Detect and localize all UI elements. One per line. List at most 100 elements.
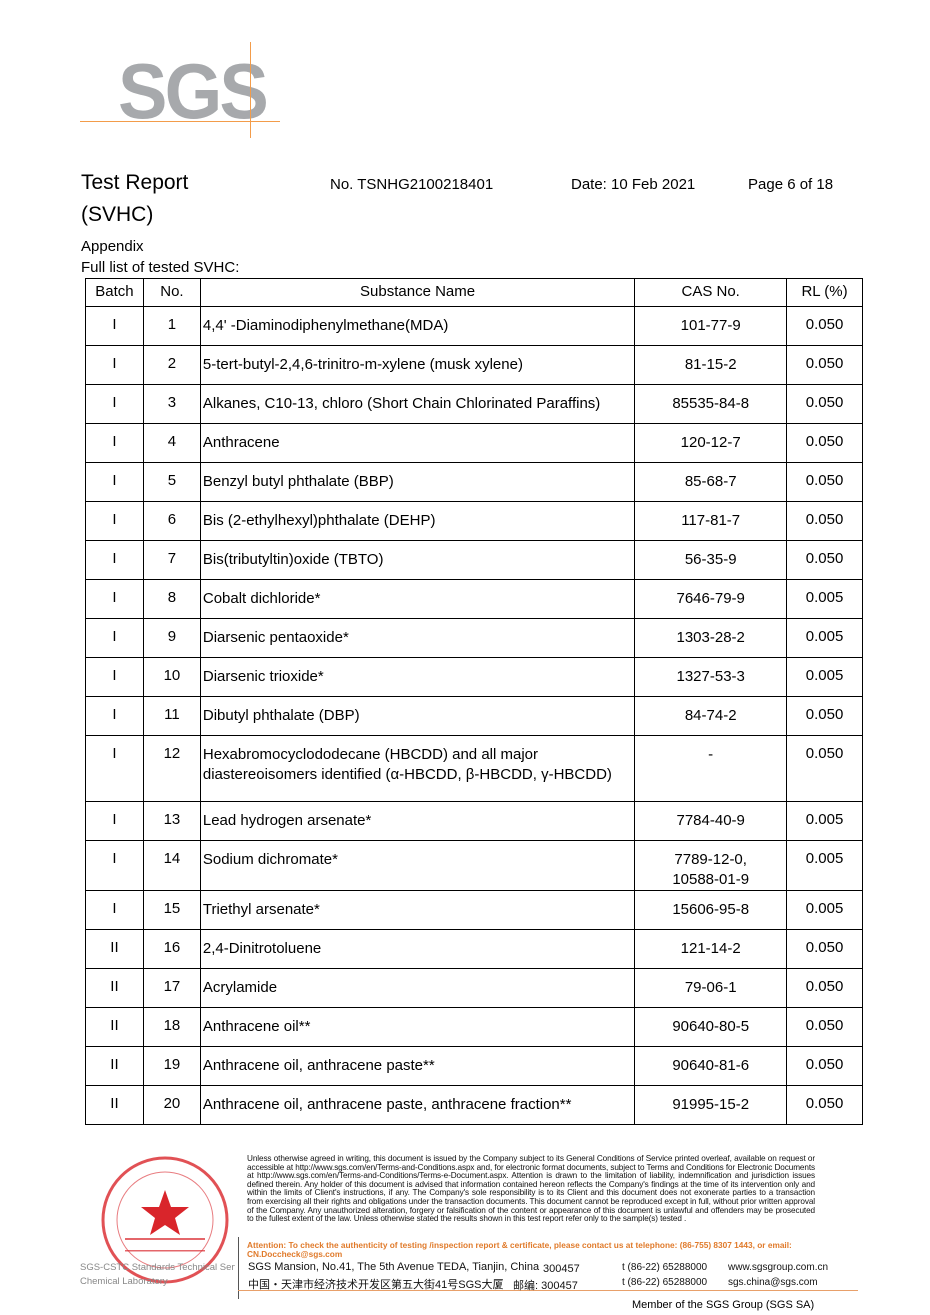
header-batch: Batch: [85, 278, 144, 307]
number-cell: 8: [142, 579, 201, 619]
cas-cell: 7784-40-9: [634, 801, 788, 841]
table-row: I 4 Anthracene 120-12-7 0.050: [85, 423, 863, 463]
report-date: Date: 10 Feb 2021: [571, 176, 696, 193]
batch-cell: I: [85, 345, 144, 385]
number-cell: 2: [142, 345, 201, 385]
page-number: Page 6 of 18: [748, 176, 834, 193]
logo-text: SGS: [118, 47, 269, 135]
substance-cell: Benzyl butyl phthalate (BBP): [199, 462, 636, 502]
rl-cell: 0.050: [786, 423, 863, 463]
rl-cell: 0.005: [786, 801, 863, 841]
telephone: t (86-22) 65288000: [622, 1262, 708, 1273]
substance-cell: Anthracene oil, anthracene paste**: [199, 1046, 636, 1086]
postcode-en: 300457: [543, 1263, 580, 1275]
substance-cell: 4,4' -Diaminodiphenylmethane(MDA): [199, 306, 636, 346]
batch-cell: I: [85, 462, 144, 502]
header-cas: CAS No.: [634, 278, 788, 307]
rl-cell: 0.050: [786, 462, 863, 502]
substance-cell: Bis (2-ethylhexyl)phthalate (DEHP): [199, 501, 636, 541]
cas-cell: 90640-81-6: [634, 1046, 788, 1086]
substance-cell: Dibutyl phthalate (DBP): [199, 696, 636, 736]
cas-cell: 81-15-2: [634, 345, 788, 385]
number-cell: 7: [142, 540, 201, 580]
substance-cell: 5-tert-butyl-2,4,6-trinitro-m-xylene (mu…: [199, 345, 636, 385]
batch-cell: I: [85, 840, 144, 891]
rl-cell: 0.050: [786, 540, 863, 580]
substance-cell: Cobalt dichloride*: [199, 579, 636, 619]
cas-cell: 121-14-2: [634, 929, 788, 969]
batch-cell: II: [85, 968, 144, 1008]
batch-cell: I: [85, 801, 144, 841]
table-row: I 8 Cobalt dichloride* 7646-79-9 0.005: [85, 579, 863, 619]
table-row: I 5 Benzyl butyl phthalate (BBP) 85-68-7 0.0…: [85, 462, 863, 502]
logo-divider: [250, 42, 251, 138]
footer-divider: [238, 1237, 239, 1299]
number-cell: 12: [142, 735, 201, 802]
sgs-logo: SGS: [80, 42, 280, 138]
cas-cell: 85535-84-8: [634, 384, 788, 424]
batch-cell: I: [85, 696, 144, 736]
cas-cell: 1327-53-3: [634, 657, 788, 697]
substance-cell: Triethyl arsenate*: [199, 890, 636, 930]
rl-cell: 0.050: [786, 1085, 863, 1125]
number-cell: 13: [142, 801, 201, 841]
rl-cell: 0.050: [786, 501, 863, 541]
star-icon: [141, 1190, 189, 1235]
header-substance: Substance Name: [199, 278, 636, 307]
footer-divider: [238, 1290, 858, 1291]
address-cn: 中国・天津市经济技术开发区第五大街41号SGS大厦: [248, 1279, 504, 1291]
batch-cell: II: [85, 1046, 144, 1086]
email-link[interactable]: sgs.china@sgs.com: [728, 1277, 818, 1288]
rl-cell: 0.050: [786, 735, 863, 802]
website-link[interactable]: www.sgsgroup.com.cn: [728, 1262, 829, 1273]
cas-cell: 79-06-1: [634, 968, 788, 1008]
number-cell: 15: [142, 890, 201, 930]
cas-cell: 91995-15-2: [634, 1085, 788, 1125]
cas-cell: 120-12-7: [634, 423, 788, 463]
cas-cell: 90640-80-5: [634, 1007, 788, 1047]
company-name: SGS-CSTC Standards Technical Services (T…: [80, 1262, 235, 1287]
batch-cell: I: [85, 384, 144, 424]
batch-cell: I: [85, 306, 144, 346]
inspection-stamp: [101, 1156, 229, 1284]
logo-divider: [80, 121, 280, 122]
number-cell: 11: [142, 696, 201, 736]
table-row: II 18 Anthracene oil** 90640-80-5 0.050: [85, 1007, 863, 1047]
substance-cell: Alkanes, C10-13, chloro (Short Chain Chl…: [199, 384, 636, 424]
substance-cell: Lead hydrogen arsenate*: [199, 801, 636, 841]
batch-cell: I: [85, 618, 144, 658]
number-cell: 6: [142, 501, 201, 541]
rl-cell: 0.050: [786, 696, 863, 736]
report-number: No. TSNHG2100218401: [330, 176, 494, 193]
cas-cell: 7789-12-0, 10588-01-9: [634, 840, 788, 891]
substance-cell: Anthracene: [199, 423, 636, 463]
report-title: Test Report: [81, 171, 189, 194]
rl-cell: 0.050: [786, 1007, 863, 1047]
substance-cell: Bis(tributyltin)oxide (TBTO): [199, 540, 636, 580]
svhc-table: Batch No. Substance Name CAS No. RL (%) …: [85, 278, 863, 1125]
number-cell: 16: [142, 929, 201, 969]
number-cell: 1: [142, 306, 201, 346]
number-cell: 19: [142, 1046, 201, 1086]
authenticity-notice: Attention: To check the authenticity of …: [247, 1240, 792, 1259]
rl-cell: 0.005: [786, 890, 863, 930]
table-row: I 13 Lead hydrogen arsenate* 7784-40-9 0.005: [85, 801, 863, 841]
number-cell: 4: [142, 423, 201, 463]
report-subtitle: (SVHC): [81, 203, 154, 226]
cas-cell: 117-81-7: [634, 501, 788, 541]
rl-cell: 0.050: [786, 345, 863, 385]
substance-cell: 2,4-Dinitrotoluene: [199, 929, 636, 969]
batch-cell: I: [85, 579, 144, 619]
cas-cell: 56-35-9: [634, 540, 788, 580]
batch-cell: I: [85, 501, 144, 541]
table-row: I 7 Bis(tributyltin)oxide (TBTO) 56-35-9 0.0…: [85, 540, 863, 580]
table-row: I 1 4,4' -Diaminodiphenylmethane(MDA) 101-7…: [85, 306, 863, 346]
cas-cell: -: [634, 735, 788, 802]
number-cell: 9: [142, 618, 201, 658]
table-row: II 17 Acrylamide 79-06-1 0.050: [85, 968, 863, 1008]
disclaimer-text: Unless otherwise agreed in writing, this…: [247, 1154, 815, 1224]
number-cell: 5: [142, 462, 201, 502]
batch-cell: II: [85, 1085, 144, 1125]
cas-cell: 101-77-9: [634, 306, 788, 346]
number-cell: 18: [142, 1007, 201, 1047]
